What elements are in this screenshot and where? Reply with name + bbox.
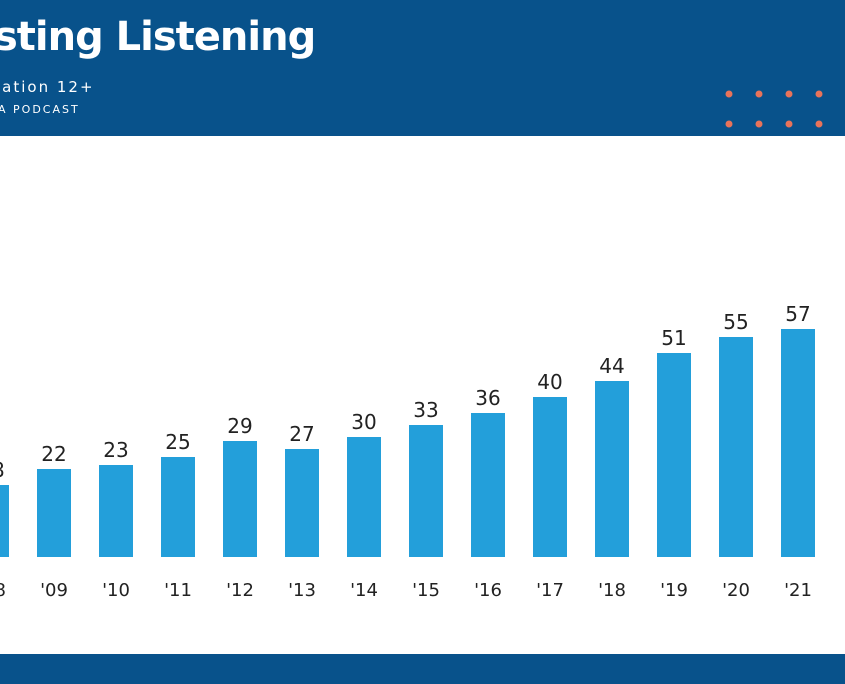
- data-label: 25: [165, 430, 190, 454]
- data-label: 22: [41, 442, 66, 466]
- x-tick-label: '20: [722, 580, 750, 601]
- bar: [285, 449, 319, 557]
- bar: [223, 441, 257, 557]
- decorative-dot: [725, 90, 733, 98]
- chart-tagline: A PODCAST: [0, 103, 80, 116]
- x-tick-label: '14: [350, 580, 378, 601]
- x-tick-label: '19: [660, 580, 688, 601]
- x-tick-label: '10: [102, 580, 130, 601]
- data-label: 27: [289, 422, 314, 446]
- x-tick-label: '08: [0, 580, 6, 601]
- data-label: 30: [351, 410, 376, 434]
- bar-chart: 18 '08 22 '09 23 '10 25 '11 29 '12 27 '13 30 '14 33 '15…: [0, 302, 815, 601]
- x-tick-label: '12: [226, 580, 254, 601]
- chart-subtitle: lation 12+: [0, 78, 95, 96]
- x-tick-label: '16: [474, 580, 502, 601]
- bar: [657, 353, 691, 557]
- decorative-dot: [815, 90, 823, 98]
- x-tick-label: '21: [784, 580, 812, 601]
- footer-banner: [0, 654, 845, 684]
- data-label: 40: [537, 370, 562, 394]
- bar: [161, 457, 195, 557]
- decorative-dot: [755, 120, 763, 128]
- data-label: 23: [103, 438, 128, 462]
- decorative-dot: [725, 120, 733, 128]
- bar: [409, 425, 443, 557]
- data-label: 33: [413, 398, 438, 422]
- decorative-dot: [785, 120, 793, 128]
- bar: [471, 413, 505, 557]
- bar: [99, 465, 133, 557]
- bar: [37, 469, 71, 557]
- x-tick-label: '11: [164, 580, 192, 601]
- data-label: 55: [723, 310, 748, 334]
- bar: [347, 437, 381, 557]
- data-label: 51: [661, 326, 686, 350]
- x-tick-label: '13: [288, 580, 316, 601]
- data-label: 57: [785, 302, 810, 326]
- bar: [719, 337, 753, 557]
- x-tick-label: '17: [536, 580, 564, 601]
- x-tick-label: '18: [598, 580, 626, 601]
- header-banner: sting Listening lation 12+ A PODCAST: [0, 0, 845, 136]
- x-tick-label: '09: [40, 580, 68, 601]
- data-label: 44: [599, 354, 624, 378]
- data-label: 36: [475, 386, 500, 410]
- decorative-dots-icon: [725, 90, 823, 128]
- decorative-dot: [785, 90, 793, 98]
- bar: [0, 485, 9, 557]
- chart-title: sting Listening: [0, 14, 316, 60]
- x-tick-label: '15: [412, 580, 440, 601]
- decorative-dot: [815, 120, 823, 128]
- bar: [595, 381, 629, 557]
- bar: [533, 397, 567, 557]
- data-label: 18: [0, 458, 5, 482]
- bar: [781, 329, 815, 557]
- data-label: 29: [227, 414, 252, 438]
- decorative-dot: [755, 90, 763, 98]
